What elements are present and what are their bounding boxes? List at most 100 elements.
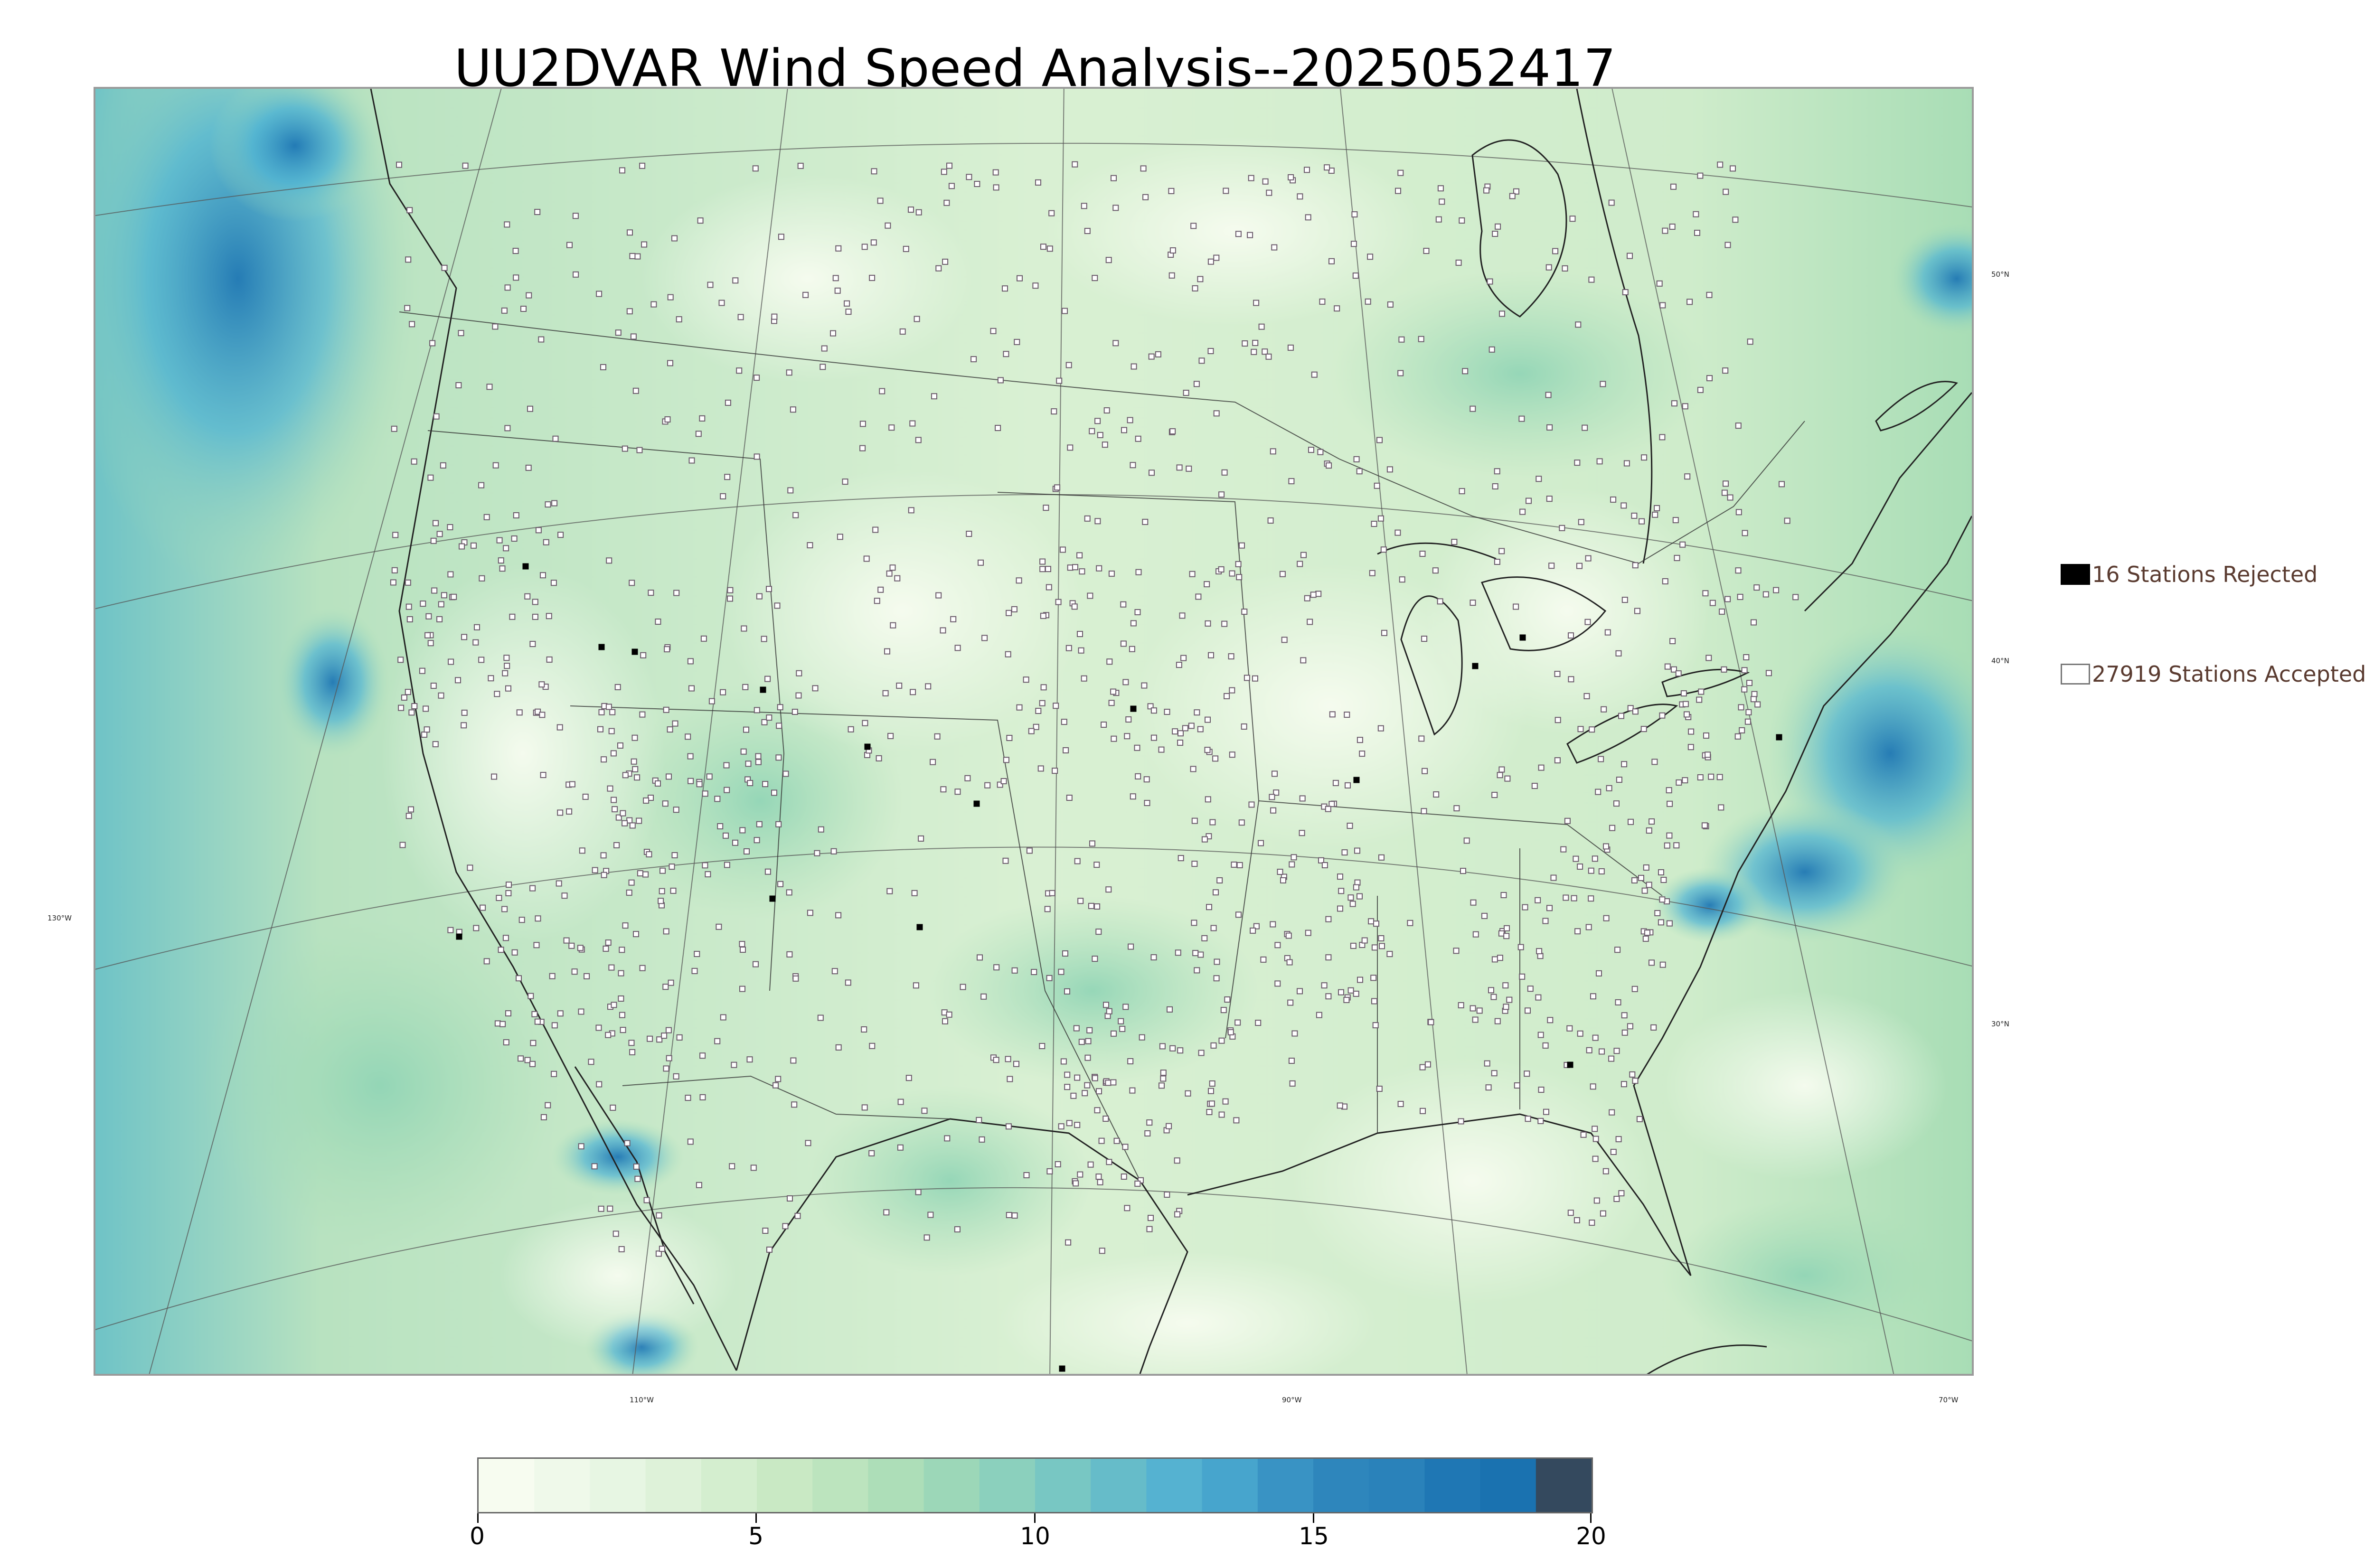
station-accepted [1129, 646, 1135, 652]
station-accepted [1074, 1122, 1081, 1128]
station-accepted [1269, 794, 1275, 800]
station-accepted [665, 1027, 672, 1033]
station-markers[interactable] [390, 161, 1799, 1372]
station-accepted [429, 340, 436, 347]
station-accepted [545, 501, 551, 508]
station-accepted [909, 420, 916, 427]
station-accepted [1519, 973, 1526, 980]
colorbar-segment [701, 1459, 757, 1512]
station-accepted [1130, 462, 1136, 469]
station-accepted [582, 793, 589, 800]
station-accepted [1575, 321, 1582, 328]
station-accepted [1527, 986, 1534, 992]
station-accepted [588, 1059, 594, 1065]
station-accepted [1589, 1220, 1595, 1226]
station-accepted [1206, 904, 1212, 911]
station-accepted [688, 457, 695, 464]
station-accepted [1675, 670, 1682, 677]
station-accepted [1747, 338, 1753, 345]
station-accepted [622, 772, 629, 779]
station-accepted [1559, 525, 1565, 531]
station-accepted [494, 691, 500, 697]
station-accepted [1305, 214, 1311, 221]
station-accepted [797, 162, 804, 169]
station-accepted [1719, 608, 1725, 615]
station-accepted [1149, 469, 1155, 476]
station-accepted [1180, 655, 1187, 661]
station-accepted [720, 493, 726, 499]
station-accepted [1642, 935, 1649, 942]
wind-speed-region [499, 1200, 736, 1352]
station-accepted [1064, 1084, 1071, 1090]
station-accepted [671, 852, 678, 858]
station-accepted [1488, 346, 1495, 353]
station-accepted [424, 726, 430, 733]
colorbar-segment [1480, 1459, 1536, 1512]
station-accepted [1078, 1039, 1085, 1045]
station-accepted [1397, 1101, 1404, 1107]
station-accepted [1183, 390, 1189, 396]
station-accepted [754, 837, 760, 844]
station-accepted [782, 770, 789, 777]
station-accepted [1055, 599, 1062, 605]
station-accepted [1437, 598, 1443, 605]
station-rejected [598, 644, 605, 650]
station-accepted [612, 1230, 619, 1237]
station-accepted [1092, 275, 1098, 282]
station-accepted [889, 564, 896, 571]
station-accepted [650, 301, 657, 308]
station-accepted [1033, 723, 1039, 730]
wind-speed-map[interactable] [94, 87, 1974, 1376]
station-accepted [496, 537, 503, 544]
station-accepted [1697, 386, 1704, 393]
station-accepted [419, 667, 425, 674]
station-accepted [1338, 989, 1344, 995]
station-accepted [1602, 1168, 1609, 1174]
station-accepted [1270, 807, 1277, 814]
station-accepted [1418, 336, 1424, 342]
station-accepted [504, 663, 510, 669]
station-accepted [714, 796, 721, 802]
station-accepted [1613, 1196, 1620, 1202]
station-accepted [1160, 1075, 1167, 1082]
station-accepted [1610, 496, 1617, 503]
station-accepted [1168, 272, 1175, 279]
station-accepted [1305, 930, 1311, 936]
station-accepted [869, 274, 876, 281]
station-accepted [1517, 944, 1524, 950]
station-accepted [1490, 994, 1497, 1000]
station-accepted [942, 1018, 948, 1024]
station-accepted [911, 890, 918, 896]
station-accepted [406, 207, 413, 214]
station-accepted [571, 968, 578, 975]
station-accepted [775, 1076, 782, 1082]
station-accepted [1659, 302, 1666, 309]
station-accepted [670, 887, 677, 894]
station-accepted [629, 580, 635, 586]
station-accepted [1371, 944, 1378, 951]
station-accepted [1086, 1027, 1093, 1033]
station-accepted [695, 431, 702, 437]
station-accepted [639, 711, 646, 718]
coastline [1187, 516, 1972, 1276]
station-accepted [1251, 348, 1257, 355]
station-accepted [596, 1081, 603, 1088]
station-accepted [1073, 1180, 1079, 1187]
station-accepted [786, 951, 793, 958]
station-accepted [887, 732, 894, 739]
station-accepted [1670, 183, 1677, 190]
station-accepted [1053, 703, 1059, 709]
station-accepted [561, 892, 568, 899]
station-accepted [592, 867, 598, 873]
station-accepted [1082, 1090, 1088, 1097]
station-accepted [672, 720, 678, 727]
station-accepted [1308, 447, 1314, 453]
station-accepted [755, 759, 762, 765]
station-accepted [766, 1246, 772, 1253]
station-accepted [1604, 629, 1611, 636]
station-accepted [1588, 895, 1594, 902]
station-accepted [557, 1010, 564, 1017]
station-accepted [1124, 1205, 1130, 1211]
state-border [427, 430, 785, 991]
station-accepted [1610, 1149, 1617, 1155]
